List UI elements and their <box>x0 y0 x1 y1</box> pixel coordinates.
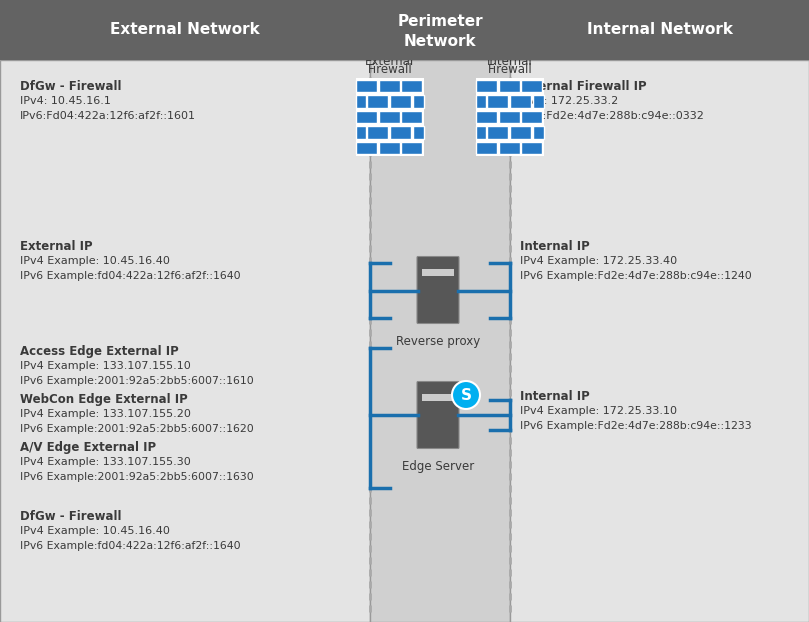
Text: IPv6 Example:fd04:422a:12f6:af2f::1640: IPv6 Example:fd04:422a:12f6:af2f::1640 <box>20 271 240 281</box>
Bar <box>401 111 422 123</box>
Bar <box>390 126 411 139</box>
Bar <box>521 142 543 154</box>
Bar <box>422 269 454 276</box>
Bar <box>510 126 532 139</box>
Bar <box>413 126 424 139</box>
Bar <box>476 95 486 108</box>
Text: IPv6 Example:2001:92a5:2bb5:6007::1630: IPv6 Example:2001:92a5:2bb5:6007::1630 <box>20 472 254 482</box>
Text: IPv6 Example:fd04:422a:12f6:af2f::1640: IPv6 Example:fd04:422a:12f6:af2f::1640 <box>20 541 240 551</box>
Circle shape <box>452 381 480 409</box>
Bar <box>356 78 424 156</box>
Text: Internal: Internal <box>487 55 533 68</box>
Text: Firewall: Firewall <box>367 63 413 76</box>
Bar <box>487 126 509 139</box>
Bar <box>356 80 377 92</box>
Text: Access Edge External IP: Access Edge External IP <box>20 345 179 358</box>
Text: IPv4 Example: 133.107.155.10: IPv4 Example: 133.107.155.10 <box>20 361 191 371</box>
Text: IPv6 Example:2001:92a5:2bb5:6007::1610: IPv6 Example:2001:92a5:2bb5:6007::1610 <box>20 376 254 386</box>
Text: A/V Edge External IP: A/V Edge External IP <box>20 441 156 454</box>
Bar <box>510 95 532 108</box>
Text: IPv4: 10.45.16.1: IPv4: 10.45.16.1 <box>20 96 111 106</box>
Bar <box>401 142 422 154</box>
Bar <box>521 111 543 123</box>
Text: IPv4 Example: 133.107.155.20: IPv4 Example: 133.107.155.20 <box>20 409 191 419</box>
Bar <box>476 111 498 123</box>
Bar <box>487 95 509 108</box>
FancyBboxPatch shape <box>417 256 459 323</box>
Bar <box>356 111 377 123</box>
Text: IPv6 Example:Fd2e:4d7e:288b:c94e::1233: IPv6 Example:Fd2e:4d7e:288b:c94e::1233 <box>520 421 752 431</box>
Text: WebCon Edge External IP: WebCon Edge External IP <box>20 393 188 406</box>
Bar <box>532 95 544 108</box>
Text: Firewall: Firewall <box>488 63 532 76</box>
Text: Perimeter: Perimeter <box>397 14 483 29</box>
Text: External IP: External IP <box>20 240 92 253</box>
Bar <box>401 80 422 92</box>
Bar <box>356 142 377 154</box>
FancyBboxPatch shape <box>417 381 459 448</box>
Text: Internal IP: Internal IP <box>520 390 590 403</box>
Text: IPv6 Example:2001:92a5:2bb5:6007::1620: IPv6 Example:2001:92a5:2bb5:6007::1620 <box>20 424 254 434</box>
Bar <box>379 80 400 92</box>
Text: IPv6:Fd04:422a:12f6:af2f::1601: IPv6:Fd04:422a:12f6:af2f::1601 <box>20 111 196 121</box>
Bar <box>0 0 809 60</box>
Bar <box>498 142 520 154</box>
Bar <box>476 126 486 139</box>
Bar <box>476 78 544 156</box>
Bar <box>521 80 543 92</box>
Text: Internal IP: Internal IP <box>520 240 590 253</box>
Text: IPv4 Example: 133.107.155.30: IPv4 Example: 133.107.155.30 <box>20 457 191 467</box>
Bar <box>476 142 498 154</box>
Bar <box>476 80 498 92</box>
Text: IPv4 Example: 10.45.16.40: IPv4 Example: 10.45.16.40 <box>20 256 170 266</box>
Bar <box>0 60 370 622</box>
Bar <box>498 80 520 92</box>
Text: Internal Firewall IP: Internal Firewall IP <box>520 80 646 93</box>
Bar <box>532 126 544 139</box>
Bar <box>498 111 520 123</box>
Text: Edge Server: Edge Server <box>402 460 474 473</box>
Text: S: S <box>460 388 472 402</box>
Bar <box>422 394 454 401</box>
Bar <box>510 60 809 622</box>
Bar <box>379 111 400 123</box>
Text: DfGw - Firewall: DfGw - Firewall <box>20 510 121 523</box>
Text: Internal Network: Internal Network <box>587 22 733 37</box>
Bar <box>356 95 366 108</box>
Text: External: External <box>366 55 415 68</box>
Text: Network: Network <box>404 34 477 50</box>
Text: Reverse proxy: Reverse proxy <box>396 335 480 348</box>
Text: External Network: External Network <box>110 22 260 37</box>
Text: IPv6:Fd2e:4d7e:288b:c94e::0332: IPv6:Fd2e:4d7e:288b:c94e::0332 <box>520 111 705 121</box>
Text: IPv4 Example: 172.25.33.40: IPv4 Example: 172.25.33.40 <box>520 256 677 266</box>
Text: IPv4: 172.25.33.2: IPv4: 172.25.33.2 <box>520 96 618 106</box>
Bar <box>413 95 424 108</box>
Bar <box>367 95 388 108</box>
Bar <box>370 60 510 622</box>
Bar <box>379 142 400 154</box>
Bar <box>356 126 366 139</box>
Text: IPv4 Example: 172.25.33.10: IPv4 Example: 172.25.33.10 <box>520 406 677 416</box>
Text: IPv6 Example:Fd2e:4d7e:288b:c94e::1240: IPv6 Example:Fd2e:4d7e:288b:c94e::1240 <box>520 271 752 281</box>
Bar <box>367 126 388 139</box>
Bar <box>390 95 411 108</box>
Text: DfGw - Firewall: DfGw - Firewall <box>20 80 121 93</box>
Text: IPv4 Example: 10.45.16.40: IPv4 Example: 10.45.16.40 <box>20 526 170 536</box>
